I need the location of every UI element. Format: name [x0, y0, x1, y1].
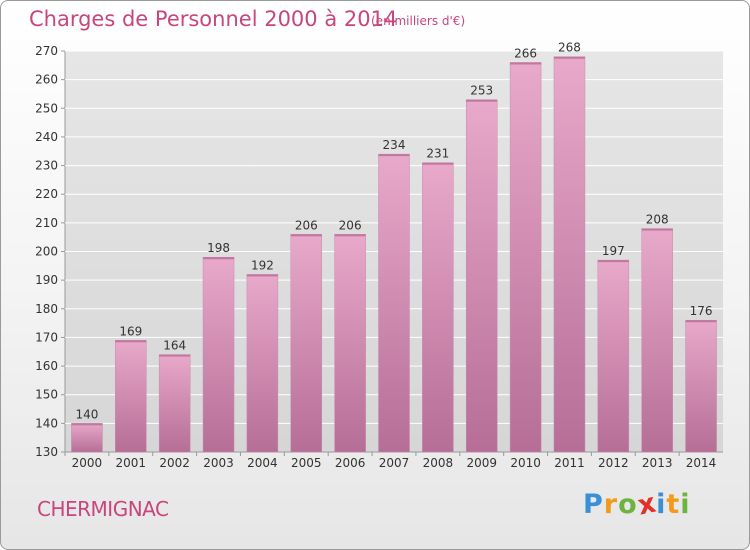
value-label-2013: 208 — [646, 213, 669, 227]
x-tick-label-2007: 2007 — [379, 456, 410, 470]
value-label-2010: 266 — [514, 46, 537, 60]
bar-2002 — [158, 354, 191, 453]
proxiti-logo: Proxiti — [583, 487, 691, 521]
x-tick-label-2002: 2002 — [159, 456, 190, 470]
commune-name: CHERMIGNAC — [37, 497, 169, 521]
value-label-2003: 198 — [207, 241, 230, 255]
x-tick-label-2000: 2000 — [72, 456, 103, 470]
y-tick-label: 130 — [35, 445, 58, 459]
bar-top-edge — [510, 62, 542, 65]
logo-letter: t — [666, 489, 681, 520]
bar-top-edge — [553, 56, 585, 59]
x-tick-label-2006: 2006 — [335, 456, 366, 470]
y-tick-label: 240 — [35, 130, 58, 144]
bar-top-edge — [115, 340, 147, 343]
bar-top-edge — [597, 260, 629, 263]
x-tick-label-2008: 2008 — [423, 456, 454, 470]
y-tick-label: 150 — [35, 388, 58, 402]
value-label-2011: 268 — [558, 41, 581, 55]
value-label-2006: 206 — [339, 218, 362, 232]
value-label-2007: 234 — [383, 138, 406, 152]
bar-2007 — [378, 153, 410, 453]
bar-2000 — [71, 423, 103, 453]
bar-2014 — [685, 319, 717, 453]
y-tick-label: 230 — [35, 159, 58, 173]
y-tick-label: 140 — [35, 416, 58, 430]
y-tick-label: 170 — [35, 330, 58, 344]
x-tick-label-2011: 2011 — [554, 456, 585, 470]
value-label-2012: 197 — [602, 244, 625, 258]
x-tick-label-2013: 2013 — [642, 456, 673, 470]
y-tick-label: 210 — [35, 216, 58, 230]
y-tick-label: 250 — [35, 101, 58, 115]
y-tick-label: 260 — [35, 73, 58, 87]
value-label-2005: 206 — [295, 218, 318, 232]
value-label-2001: 169 — [119, 324, 142, 338]
value-label-2014: 176 — [690, 304, 713, 318]
bar-top-edge — [685, 320, 717, 323]
logo-letter: r — [603, 489, 619, 520]
value-label-2002: 164 — [163, 339, 186, 353]
bar-2011 — [553, 56, 586, 453]
x-tick-label-2010: 2010 — [510, 456, 541, 470]
bar-top-edge — [203, 257, 235, 260]
bar-2008 — [422, 162, 454, 453]
logo-letter: i — [680, 489, 691, 520]
bar-2010 — [509, 62, 542, 453]
x-tick-label-2001: 2001 — [116, 456, 147, 470]
chart-subtitle: (en milliers d'€) — [371, 14, 466, 28]
value-label-2009: 253 — [470, 84, 493, 98]
value-label-2008: 231 — [426, 147, 449, 161]
bar-2005 — [290, 234, 323, 453]
bar-top-edge — [334, 234, 366, 237]
x-tick-label-2014: 2014 — [686, 456, 717, 470]
x-tick-label-2009: 2009 — [466, 456, 497, 470]
bar-top-edge — [378, 154, 410, 157]
y-tick-label: 200 — [35, 245, 58, 259]
y-tick-label: 160 — [35, 359, 58, 373]
bar-2001 — [115, 340, 147, 453]
bar-2003 — [202, 256, 235, 453]
bar-top-edge — [159, 354, 191, 357]
value-label-2004: 192 — [251, 258, 274, 272]
logo-letter: P — [583, 489, 604, 520]
bar-2004 — [246, 274, 279, 453]
bar-2012 — [597, 259, 630, 453]
x-tick-label-2005: 2005 — [291, 456, 322, 470]
x-tick-label-2004: 2004 — [247, 456, 278, 470]
bar-2006 — [334, 234, 366, 453]
bar-top-edge — [422, 162, 454, 165]
x-tick-label-2003: 2003 — [203, 456, 234, 470]
y-tick-label: 180 — [35, 302, 58, 316]
logo-letter: o — [618, 489, 638, 520]
bar-top-edge — [466, 99, 498, 102]
value-label-2000: 140 — [75, 407, 98, 421]
bar-top-edge — [641, 228, 673, 231]
bar-2009 — [465, 99, 498, 453]
bar-top-edge — [71, 423, 103, 426]
x-tick-label-2012: 2012 — [598, 456, 629, 470]
y-tick-label: 190 — [35, 273, 58, 287]
logo-letter: i — [656, 489, 667, 520]
bar-top-edge — [246, 274, 278, 277]
bar-top-edge — [290, 234, 322, 237]
y-tick-label: 220 — [35, 187, 58, 201]
chart-title: Charges de Personnel 2000 à 2014 — [29, 7, 398, 31]
y-tick-label: 270 — [35, 44, 58, 58]
bar-2013 — [641, 228, 673, 453]
